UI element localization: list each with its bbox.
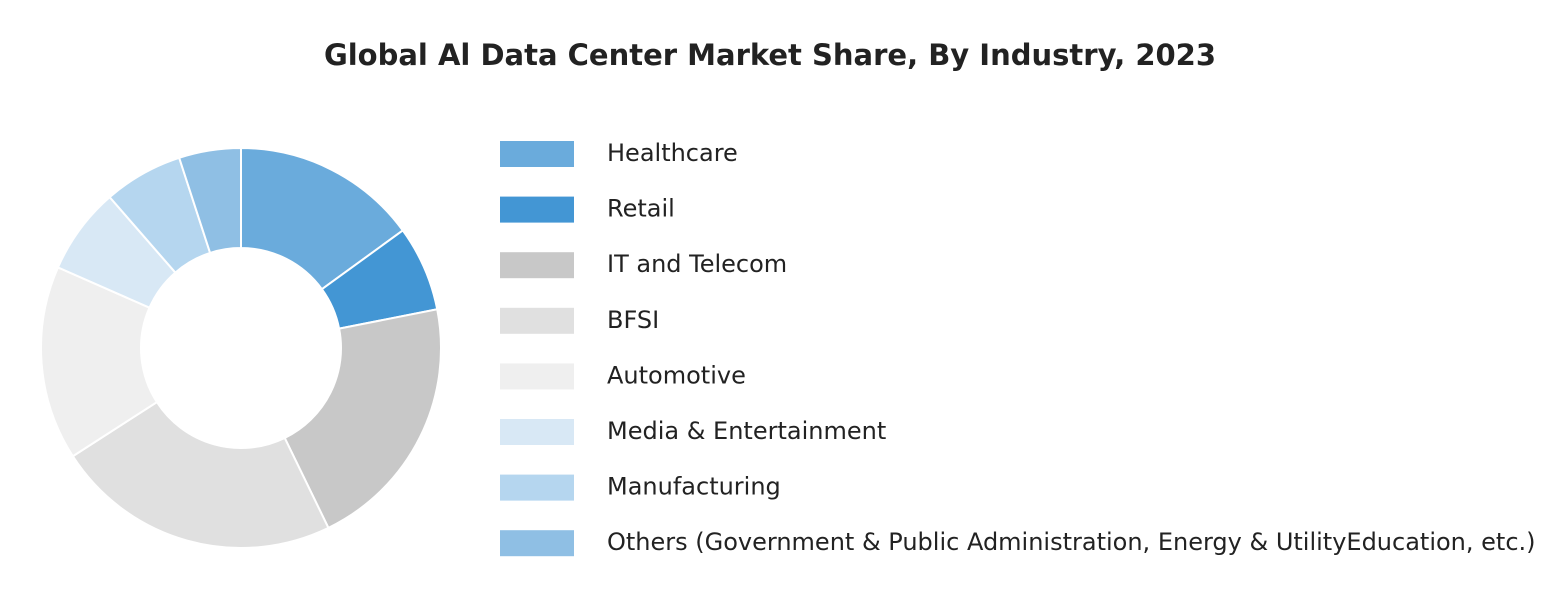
legend-swatch: [500, 196, 574, 223]
pie-slice: [177, 146, 242, 255]
legend-swatch: [500, 363, 574, 390]
legend-label: Manufacturing: [607, 473, 781, 501]
legend-swatch: [500, 252, 574, 279]
legend-swatch: [500, 419, 574, 445]
pie-slice: [71, 400, 330, 549]
legend-label: BFSI: [607, 306, 659, 334]
legend-swatch: [500, 530, 574, 557]
pie-slice: [283, 308, 442, 530]
legend-label: Media & Entertainment: [607, 417, 886, 445]
legend-label: Automotive: [607, 361, 746, 389]
legend-label: Healthcare: [607, 139, 738, 167]
legend-swatch: [500, 141, 574, 167]
legend-swatch: [500, 307, 574, 334]
pie-slice: [40, 266, 159, 458]
legend-label: Others (Government & Public Administrati…: [607, 528, 1536, 556]
legend-label: Retail: [607, 195, 675, 223]
legend-label: IT and Telecom: [607, 250, 787, 278]
legend-swatch: [500, 474, 574, 501]
chart-title: Global Al Data Center Market Share, By I…: [324, 38, 1216, 72]
